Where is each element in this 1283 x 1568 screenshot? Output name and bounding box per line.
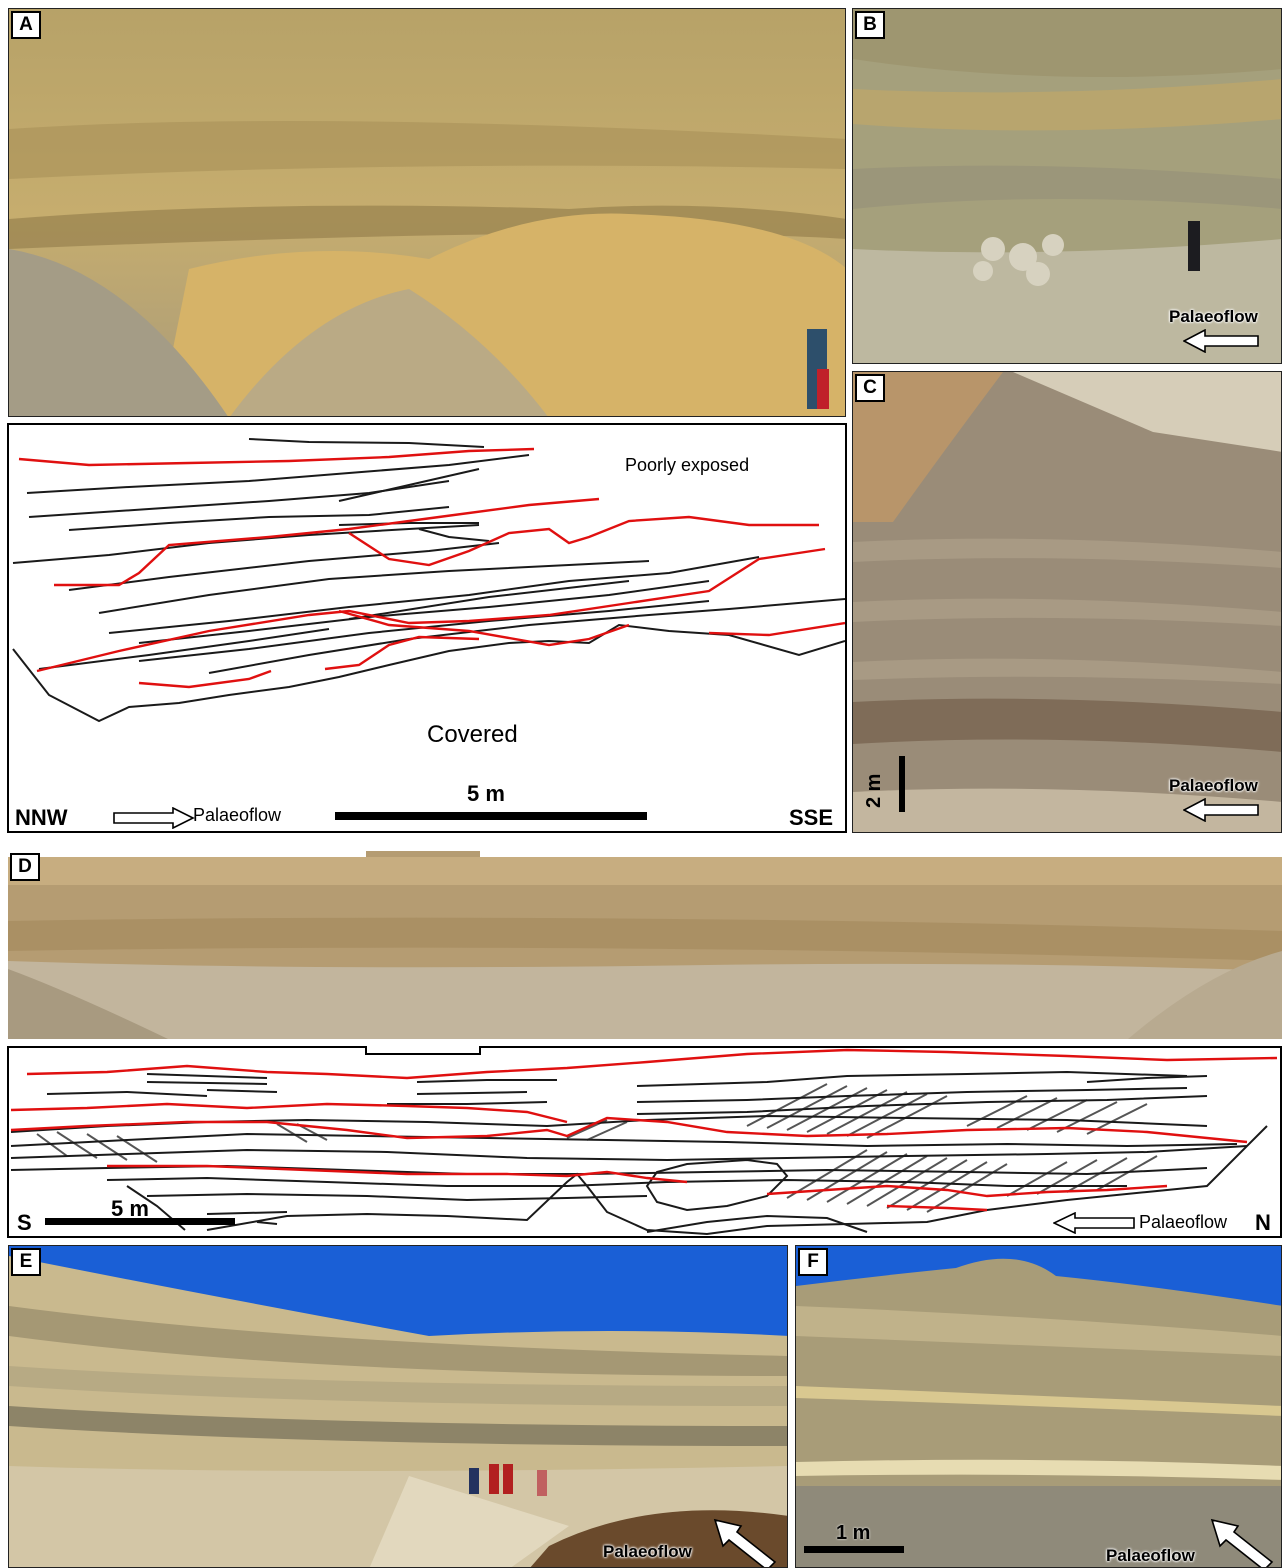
direction-sse-label: SSE [789, 805, 834, 830]
scale-label-a: 5 m [467, 781, 505, 806]
outcrop-photo-c [853, 372, 1281, 832]
panel-a-sketch: Poorly exposed Covered NNW SSE Palaeoflo… [7, 423, 847, 833]
palaeoflow-label-f: Palaeoflow [1106, 1546, 1195, 1565]
direction-n-label: N [1255, 1210, 1271, 1235]
palaeoflow-arrow-icon [1053, 1212, 1135, 1234]
scale-label-c: 2 m [863, 773, 885, 808]
panel-letter-c: C [855, 374, 885, 402]
palaeoflow-arrow-icon [1210, 1518, 1274, 1567]
palaeoflow-label-b: Palaeoflow [1169, 307, 1258, 326]
panel-a-line-drawing [12, 438, 845, 723]
panel-letter-a: A [11, 11, 41, 39]
poorly-exposed-label: Poorly exposed [625, 455, 750, 475]
panel-a-photo: A [8, 8, 846, 417]
palaeoflow-label-a: Palaeoflow [193, 805, 282, 825]
scale-label-d: 5 m [111, 1196, 149, 1221]
palaeoflow-label-d: Palaeoflow [1139, 1212, 1228, 1232]
scale-label-f: 1 m [836, 1522, 871, 1544]
panel-letter-d: D [10, 853, 40, 881]
panel-b-photo: B Palaeoflow [852, 8, 1282, 364]
panel-d-sketch: S N 5 m Palaeoflow [7, 1046, 1282, 1238]
panel-letter-b: B [855, 11, 885, 39]
outcrop-photo-a [9, 9, 845, 416]
palaeoflow-label-e: Palaeoflow [603, 1542, 692, 1561]
outcrop-photo-b [853, 9, 1281, 363]
panel-d-line-drawing [7, 1046, 1282, 1238]
scale-bar-f [804, 1546, 904, 1553]
palaeoflow-arrow-icon [1183, 798, 1259, 822]
covered-label: Covered [427, 721, 518, 748]
scale-bar-d [45, 1218, 235, 1225]
panel-f-photo: F 1 m Palaeoflow [795, 1245, 1282, 1568]
outcrop-photo-f [796, 1246, 1281, 1567]
outcrop-photo-d [8, 851, 1282, 1039]
palaeoflow-arrow-icon [113, 807, 195, 829]
direction-s-label: S [17, 1210, 32, 1235]
palaeoflow-label-c: Palaeoflow [1169, 776, 1258, 795]
panel-d-photo: D [8, 851, 1282, 1039]
palaeoflow-arrow-icon [713, 1518, 777, 1567]
palaeoflow-arrow-icon [1183, 329, 1259, 353]
panel-letter-f: F [798, 1248, 828, 1276]
scale-bar-a [335, 812, 647, 820]
panel-c-photo: C 2 m Palaeoflow [852, 371, 1282, 833]
outcrop-photo-e [9, 1246, 787, 1567]
panel-letter-e: E [11, 1248, 41, 1276]
scale-bar-c [899, 756, 905, 812]
direction-nnw-label: NNW [15, 805, 68, 830]
panel-e-photo: E Palaeoflow [8, 1245, 788, 1568]
